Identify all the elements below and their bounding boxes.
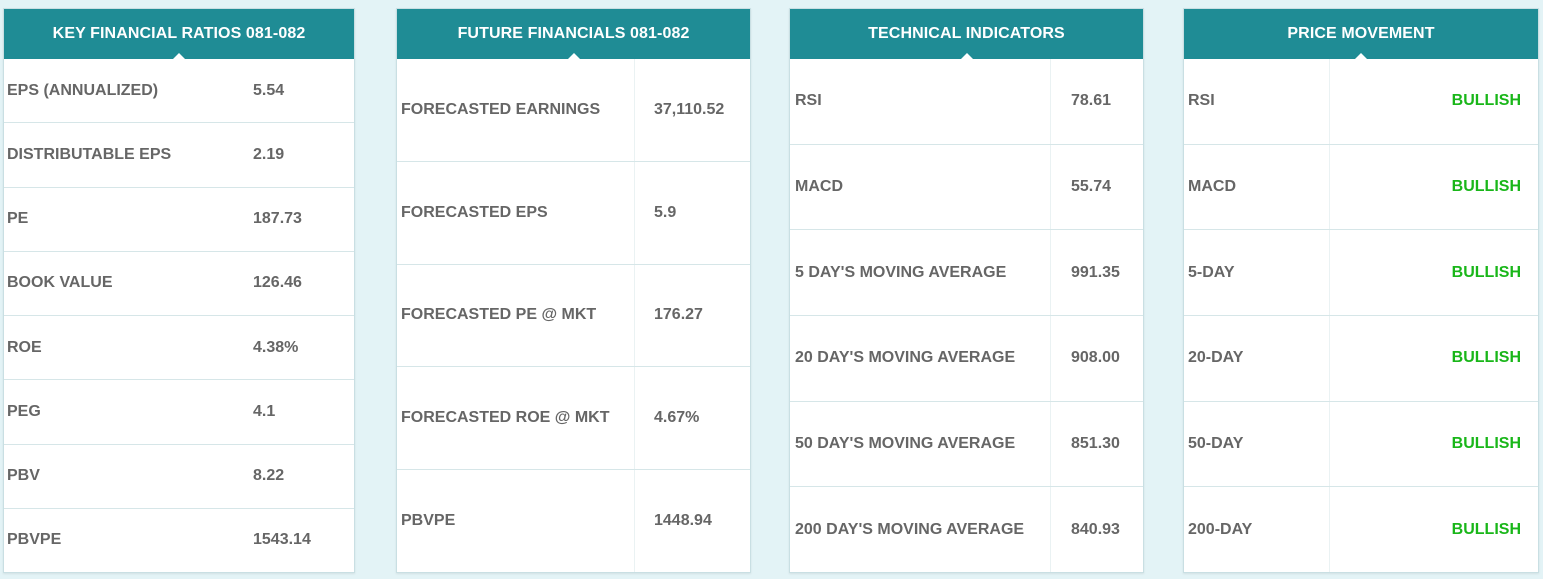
list-item: 50 DAY'S MOVING AVERAGE 851.30 — [790, 400, 1143, 487]
list-item: 20 DAY'S MOVING AVERAGE 908.00 — [790, 315, 1143, 401]
row-value: 4.1 — [253, 402, 276, 420]
list-item: PBVPE 1448.94 — [397, 469, 750, 572]
list-item: 200-DAY BULLISH — [1184, 486, 1538, 572]
row-label: MACD — [795, 178, 843, 195]
row-value: 840.93 — [1071, 520, 1120, 538]
list-item: PE 187.73 — [4, 186, 354, 251]
row-label: PE — [7, 210, 29, 228]
list-item: ROE 4.38% — [4, 315, 354, 379]
row-label: 5-DAY — [1188, 263, 1235, 281]
price-movement-list: RSI BULLISH MACD BULLISH 5-DAY BULLISH 2… — [1184, 59, 1538, 572]
status-badge: BULLISH — [1451, 435, 1521, 453]
row-value: 5.54 — [253, 81, 285, 99]
header-notch — [566, 53, 581, 60]
row-value: 55.74 — [1071, 178, 1112, 195]
panel-title: KEY FINANCIAL RATIOS 081-082 — [52, 25, 306, 42]
row-value: 37,110.52 — [654, 100, 725, 118]
status-badge: BULLISH — [1451, 178, 1521, 195]
row-label: BOOK VALUE — [7, 274, 113, 292]
row-value: 1543.14 — [253, 531, 311, 549]
list-item: FORECASTED EPS 5.9 — [397, 160, 750, 264]
panel-header: KEY FINANCIAL RATIOS 081-082 — [4, 9, 354, 60]
header-notch — [1354, 53, 1368, 60]
list-item: PEG 4.1 — [4, 379, 354, 443]
status-badge: BULLISH — [1451, 92, 1521, 110]
row-label: PBV — [7, 467, 40, 485]
row-label: PEG — [7, 402, 41, 420]
row-label: FORECASTED PE @ MKT — [401, 306, 597, 324]
row-value: 1448.94 — [654, 512, 712, 530]
list-item: DISTRIBUTABLE EPS 2.19 — [4, 122, 354, 186]
panel-header: PRICE MOVEMENT — [1184, 9, 1538, 60]
row-label: EPS (ANNUALIZED) — [7, 81, 159, 99]
list-item: 20-DAY BULLISH — [1184, 315, 1538, 401]
list-item: MACD 55.74 — [790, 143, 1143, 230]
row-label: FORECASTED ROE @ MKT — [401, 409, 610, 427]
list-item: MACD BULLISH — [1184, 143, 1538, 230]
row-value: 4.67% — [654, 409, 700, 427]
row-label: DISTRIBUTABLE EPS — [7, 145, 172, 163]
row-value: 4.38% — [253, 338, 299, 356]
status-badge: BULLISH — [1451, 349, 1521, 367]
row-label: 5 DAY'S MOVING AVERAGE — [795, 263, 1007, 281]
list-item: 5 DAY'S MOVING AVERAGE 991.35 — [790, 229, 1143, 315]
row-value: 5.9 — [654, 203, 677, 221]
row-label: PBVPE — [7, 531, 62, 549]
row-value: 187.73 — [253, 210, 302, 228]
row-label: 200 DAY'S MOVING AVERAGE — [795, 520, 1025, 538]
list-item: FORECASTED PE @ MKT 176.27 — [397, 263, 750, 367]
list-item: FORECASTED EARNINGS 37,110.52 — [397, 59, 750, 161]
list-item: 5-DAY BULLISH — [1184, 229, 1538, 315]
header-notch — [172, 53, 186, 60]
row-value: 2.19 — [253, 145, 285, 163]
list-item: PBVPE 1543.14 — [4, 507, 354, 572]
row-label: 50 DAY'S MOVING AVERAGE — [795, 435, 1016, 453]
row-value: 851.30 — [1071, 435, 1120, 453]
key-financial-ratios-panel: KEY FINANCIAL RATIOS 081-082 EPS (ANNUAL… — [3, 8, 355, 573]
technical-list: RSI 78.61 MACD 55.74 5 DAY'S MOVING AVER… — [790, 59, 1143, 572]
list-item: PBV 8.22 — [4, 443, 354, 508]
header-notch — [959, 53, 974, 60]
panel-header: TECHNICAL INDICATORS — [790, 9, 1143, 60]
row-label: 20-DAY — [1188, 349, 1244, 367]
row-value: 176.27 — [654, 306, 703, 324]
row-value: 78.61 — [1071, 92, 1112, 110]
list-item: RSI 78.61 — [790, 59, 1143, 144]
row-label: 20 DAY'S MOVING AVERAGE — [795, 349, 1016, 367]
row-value: 908.00 — [1071, 349, 1120, 367]
list-item: RSI BULLISH — [1184, 59, 1538, 144]
list-item: BOOK VALUE 126.46 — [4, 250, 354, 315]
list-item: 200 DAY'S MOVING AVERAGE 840.93 — [790, 486, 1143, 572]
list-item: 50-DAY BULLISH — [1184, 400, 1538, 487]
status-badge: BULLISH — [1451, 520, 1521, 538]
row-label: MACD — [1188, 178, 1236, 195]
row-value: 8.22 — [253, 467, 285, 485]
list-item: FORECASTED ROE @ MKT 4.67% — [397, 366, 750, 469]
future-financials-panel: FUTURE FINANCIALS 081-082 FORECASTED EAR… — [396, 8, 751, 573]
future-list: FORECASTED EARNINGS 37,110.52 FORECASTED… — [397, 59, 750, 572]
panel-header: FUTURE FINANCIALS 081-082 — [397, 9, 750, 60]
row-label: RSI — [1188, 92, 1215, 110]
row-label: FORECASTED EPS — [401, 203, 548, 221]
row-value: 126.46 — [253, 274, 302, 292]
technical-indicators-panel: TECHNICAL INDICATORS RSI 78.61 MACD 55.7… — [789, 8, 1144, 573]
panel-title: TECHNICAL INDICATORS — [868, 25, 1065, 42]
status-badge: BULLISH — [1451, 263, 1521, 281]
column-divider — [634, 59, 635, 572]
row-label: ROE — [7, 338, 42, 356]
ratios-list: EPS (ANNUALIZED) 5.54 DISTRIBUTABLE EPS … — [4, 59, 354, 572]
row-label: PBVPE — [401, 512, 456, 530]
row-label: 50-DAY — [1188, 435, 1244, 453]
panel-title: PRICE MOVEMENT — [1287, 25, 1435, 42]
row-label: FORECASTED EARNINGS — [401, 100, 601, 118]
panel-title: FUTURE FINANCIALS 081-082 — [457, 25, 690, 42]
price-movement-panel: PRICE MOVEMENT RSI BULLISH MACD BULLISH … — [1183, 8, 1539, 573]
row-label: RSI — [795, 92, 822, 110]
row-label: 200-DAY — [1188, 520, 1253, 538]
row-value: 991.35 — [1071, 263, 1120, 281]
list-item: EPS (ANNUALIZED) 5.54 — [4, 59, 354, 122]
